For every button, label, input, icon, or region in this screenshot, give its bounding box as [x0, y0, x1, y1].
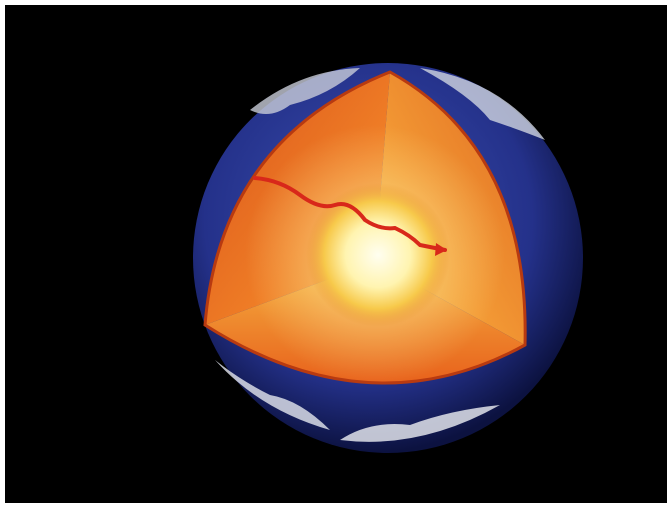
cloud [420, 68, 545, 140]
inner-core [306, 183, 450, 327]
arrow-head [435, 243, 447, 256]
cloud [250, 68, 360, 114]
seismic-wave-arrow [253, 176, 447, 252]
cloud [340, 405, 500, 442]
cloud [215, 360, 330, 430]
